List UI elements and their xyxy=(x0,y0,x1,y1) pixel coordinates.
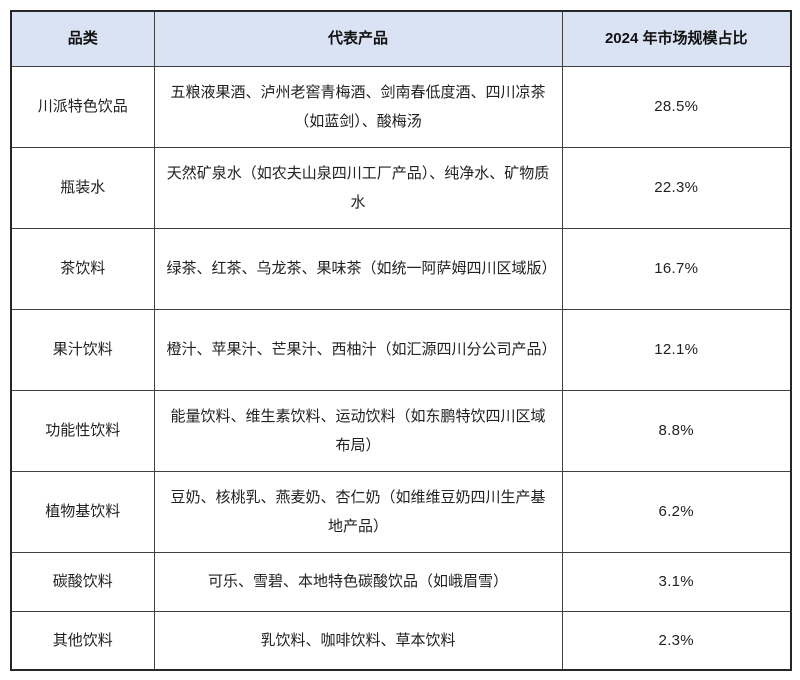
header-row: 品类 代表产品 2024 年市场规模占比 xyxy=(10,10,792,67)
category-cell: 碳酸饮料 xyxy=(10,551,155,612)
share-cell: 12.1% xyxy=(561,308,792,391)
table-header: 品类 代表产品 2024 年市场规模占比 xyxy=(10,10,792,67)
share-cell: 28.5% xyxy=(561,65,792,148)
beverage-market-table-container: 品类 代表产品 2024 年市场规模占比 川派特色饮品 五粮液果酒、泸州老窖青梅酒… xyxy=(10,10,792,671)
share-cell: 3.1% xyxy=(561,551,792,612)
table-row: 果汁饮料 橙汁、苹果汁、芒果汁、西柚汁（如汇源四川分公司产品） 12.1% xyxy=(10,308,792,391)
category-cell: 川派特色饮品 xyxy=(10,65,155,148)
share-cell: 22.3% xyxy=(561,146,792,229)
table-row: 植物基饮料 豆奶、核桃乳、燕麦奶、杏仁奶（如维维豆奶四川生产基地产品） 6.2% xyxy=(10,470,792,553)
table-row: 茶饮料 绿茶、红茶、乌龙茶、果味茶（如统一阿萨姆四川区域版） 16.7% xyxy=(10,227,792,310)
table-body: 川派特色饮品 五粮液果酒、泸州老窖青梅酒、剑南春低度酒、四川凉茶（如蓝剑）、酸梅汤… xyxy=(10,65,792,671)
table-row: 川派特色饮品 五粮液果酒、泸州老窖青梅酒、剑南春低度酒、四川凉茶（如蓝剑）、酸梅汤… xyxy=(10,65,792,148)
products-cell: 橙汁、苹果汁、芒果汁、西柚汁（如汇源四川分公司产品） xyxy=(153,308,563,391)
table-row: 其他饮料 乳饮料、咖啡饮料、草本饮料 2.3% xyxy=(10,610,792,671)
beverage-market-table: 品类 代表产品 2024 年市场规模占比 川派特色饮品 五粮液果酒、泸州老窖青梅酒… xyxy=(10,10,792,671)
category-cell: 其他饮料 xyxy=(10,610,155,671)
category-cell: 茶饮料 xyxy=(10,227,155,310)
products-cell: 能量饮料、维生素饮料、运动饮料（如东鹏特饮四川区域布局） xyxy=(153,389,563,472)
products-cell: 可乐、雪碧、本地特色碳酸饮品（如峨眉雪） xyxy=(153,551,563,612)
header-products: 代表产品 xyxy=(153,10,563,67)
header-share: 2024 年市场规模占比 xyxy=(561,10,792,67)
table-row: 碳酸饮料 可乐、雪碧、本地特色碳酸饮品（如峨眉雪） 3.1% xyxy=(10,551,792,612)
products-cell: 天然矿泉水（如农夫山泉四川工厂产品）、纯净水、矿物质水 xyxy=(153,146,563,229)
products-cell: 五粮液果酒、泸州老窖青梅酒、剑南春低度酒、四川凉茶（如蓝剑）、酸梅汤 xyxy=(153,65,563,148)
table-row: 功能性饮料 能量饮料、维生素饮料、运动饮料（如东鹏特饮四川区域布局） 8.8% xyxy=(10,389,792,472)
share-cell: 2.3% xyxy=(561,610,792,671)
category-cell: 功能性饮料 xyxy=(10,389,155,472)
share-cell: 8.8% xyxy=(561,389,792,472)
share-cell: 6.2% xyxy=(561,470,792,553)
products-cell: 乳饮料、咖啡饮料、草本饮料 xyxy=(153,610,563,671)
products-cell: 豆奶、核桃乳、燕麦奶、杏仁奶（如维维豆奶四川生产基地产品） xyxy=(153,470,563,553)
products-cell: 绿茶、红茶、乌龙茶、果味茶（如统一阿萨姆四川区域版） xyxy=(153,227,563,310)
table-row: 瓶装水 天然矿泉水（如农夫山泉四川工厂产品）、纯净水、矿物质水 22.3% xyxy=(10,146,792,229)
share-cell: 16.7% xyxy=(561,227,792,310)
category-cell: 瓶装水 xyxy=(10,146,155,229)
category-cell: 植物基饮料 xyxy=(10,470,155,553)
header-category: 品类 xyxy=(10,10,155,67)
category-cell: 果汁饮料 xyxy=(10,308,155,391)
